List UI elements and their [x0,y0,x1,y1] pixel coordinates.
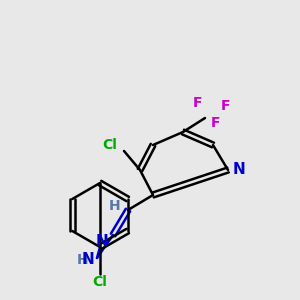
Text: F: F [193,96,203,110]
Text: H: H [109,199,121,213]
Text: F: F [210,116,220,130]
Text: Cl: Cl [93,275,107,289]
Text: N: N [233,163,246,178]
Text: N: N [81,253,94,268]
Text: N: N [95,233,108,248]
Text: Cl: Cl [103,138,117,152]
Text: F: F [220,99,230,113]
Text: H: H [77,253,89,267]
